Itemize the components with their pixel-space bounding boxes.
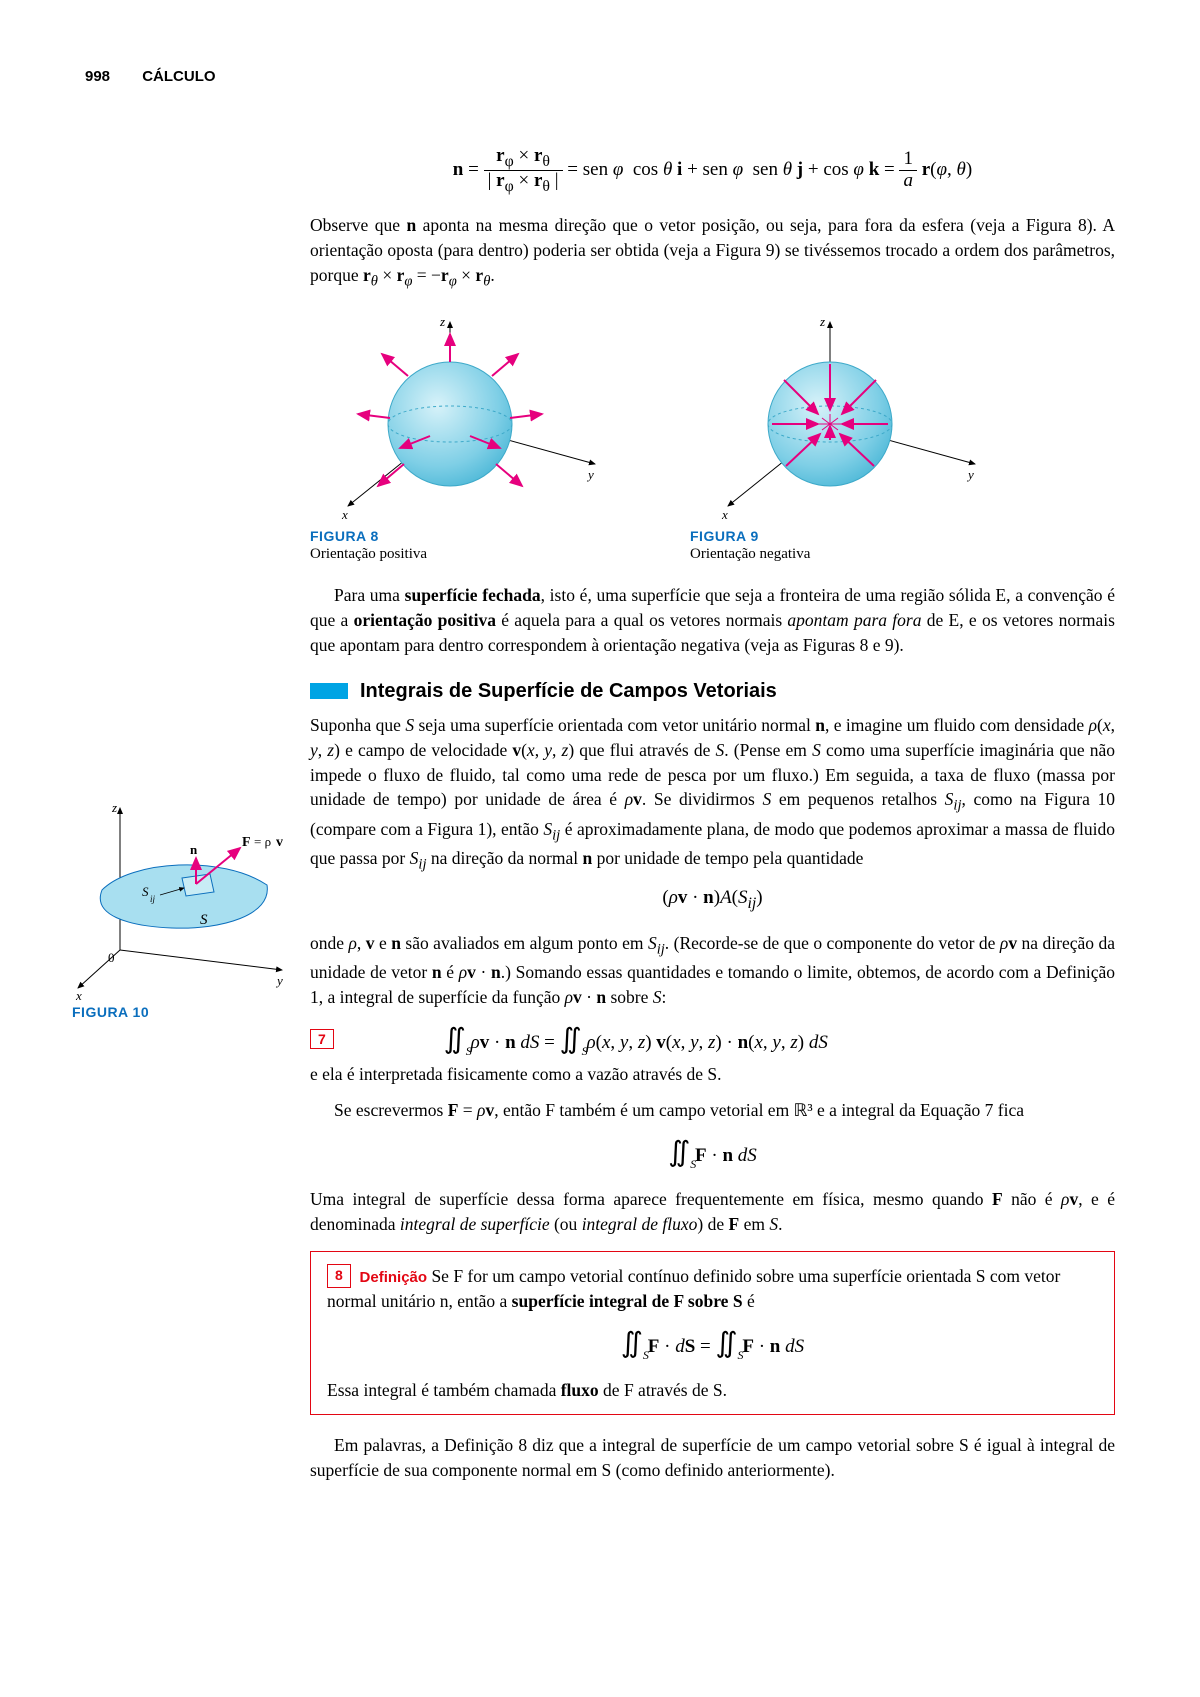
figure-9-svg: z y x (690, 314, 990, 524)
paragraph-6: Se escrevermos F = ρv, então F também é … (310, 1098, 1115, 1123)
term-closed-surface: superfície fechada (405, 585, 541, 605)
svg-text:n: n (190, 842, 198, 857)
svg-text:x: x (75, 988, 82, 1000)
term-surface-integral: superfície integral de F sobre S (512, 1291, 743, 1311)
term-outward: apontam para fora (787, 610, 921, 630)
svg-text:= ρ: = ρ (254, 834, 271, 849)
paragraph-5: e ela é interpretada fisicamente como a … (310, 1062, 1115, 1087)
text: , então F também é um campo vetorial em … (494, 1100, 1024, 1120)
figure-9-title: FIGURA 9 (690, 528, 1010, 544)
equation-7: 7 ∬S ρv · n dS = ∬S ρ(x, y, z) v(x, y, z… (310, 1022, 1115, 1056)
figure-9-caption: Orientação negativa (690, 546, 1010, 563)
text: Para uma (334, 585, 405, 605)
paragraph-2: Para uma superfície fechada, isto é, uma… (310, 583, 1115, 658)
svg-text:x: x (721, 507, 728, 522)
svg-text:ij: ij (150, 894, 156, 904)
eq-number-8: 8 (327, 1264, 351, 1288)
page-number: 998 (85, 68, 110, 85)
figure-8-caption: Orientação positiva (310, 546, 630, 563)
svg-text:y: y (966, 467, 974, 482)
figure-row: z y x 0 FIGURA 8 (310, 314, 1115, 563)
svg-text:S: S (142, 884, 149, 899)
svg-text:S: S (200, 912, 208, 928)
term-flux: fluxo (561, 1380, 599, 1400)
svg-text:z: z (111, 800, 117, 815)
paragraph-4: onde ρ, v e n são avaliados em algum pon… (310, 931, 1115, 1010)
text: Essa integral é também chamada (327, 1380, 561, 1400)
book-title: CÁLCULO (142, 68, 215, 85)
equation-normal: n = rφ × rθ | rφ × rθ | = sen φ cos θ i … (310, 146, 1115, 195)
figure-8-title: FIGURA 8 (310, 528, 630, 544)
svg-text:y: y (586, 467, 594, 482)
figure-8-svg: z y x 0 (310, 314, 610, 524)
definition-label: Definição (360, 1269, 428, 1286)
text: é (743, 1291, 755, 1311)
svg-text:z: z (819, 314, 825, 329)
figure-9: z y x (690, 314, 1010, 563)
equation-Fn: ∬S F · n dS (310, 1135, 1115, 1169)
section-heading: Integrais de Superfície de Campos Vetori… (310, 680, 1115, 703)
definition-8-text: 8 Definição Se F for um campo vetorial c… (327, 1264, 1098, 1314)
main-column: n = rφ × rθ | rφ × rθ | = sen φ cos θ i … (310, 140, 1115, 1495)
equation-definition: ∬S F · dS = ∬S F · n dS (327, 1326, 1098, 1360)
figure-10-title: FIGURA 10 (72, 1004, 292, 1020)
section-title: Integrais de Superfície de Campos Vetori… (360, 680, 777, 703)
svg-text:0: 0 (108, 950, 115, 965)
text: é aquela para a qual os vetores normais (496, 610, 787, 630)
text: de F através de S. (599, 1380, 727, 1400)
svg-text:y: y (275, 973, 283, 988)
svg-text:z: z (439, 314, 445, 329)
term-positive-orientation: orientação positiva (354, 610, 496, 630)
text: Se escrevermos (334, 1100, 448, 1120)
page-header: 998 CÁLCULO (85, 68, 216, 85)
svg-text:x: x (341, 507, 348, 522)
svg-text:F: F (242, 835, 251, 850)
equation-flux-point: (ρv · n)A(Sij) (310, 887, 1115, 913)
svg-text:v: v (276, 835, 283, 850)
paragraph-7: Uma integral de superfície dessa forma a… (310, 1187, 1115, 1237)
figure-8: z y x 0 FIGURA 8 (310, 314, 630, 563)
figure-10-svg: z y x 0 n F = ρ v S ij S (72, 800, 292, 1000)
paragraph-3: Suponha que S seja uma superfície orient… (310, 713, 1115, 875)
paragraph-8: Em palavras, a Definição 8 diz que a int… (310, 1433, 1115, 1483)
definition-8-box: 8 Definição Se F for um campo vetorial c… (310, 1251, 1115, 1416)
section-marker (310, 683, 348, 699)
paragraph-1: Observe que n aponta na mesma direção qu… (310, 213, 1115, 292)
definition-tail: Essa integral é também chamada fluxo de … (327, 1378, 1098, 1403)
figure-10: z y x 0 n F = ρ v S ij S FIGURA 10 (72, 800, 292, 1020)
eq-number-7: 7 (310, 1029, 334, 1049)
